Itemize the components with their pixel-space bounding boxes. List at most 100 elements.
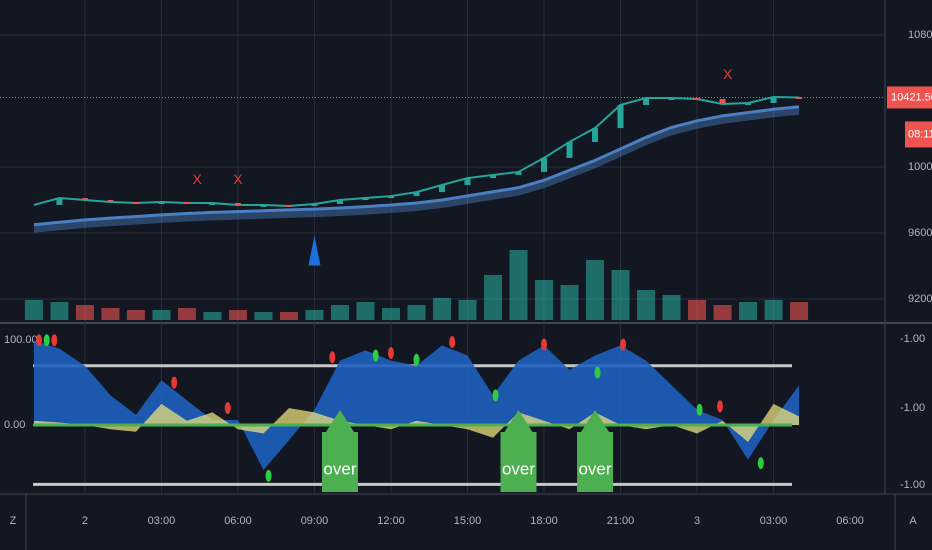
candle: [183, 202, 190, 205]
candle: [464, 178, 471, 186]
right-axis-label: -1.00: [900, 333, 925, 345]
signal-x: X: [233, 171, 243, 187]
over-label: over: [578, 459, 611, 478]
signal-x: X: [192, 171, 202, 187]
signal-dot: [620, 338, 627, 351]
x-tick-label: 06:00: [836, 515, 864, 527]
candle: [260, 204, 267, 207]
candle: [438, 185, 445, 193]
over-label: over: [502, 459, 535, 478]
over-callout: [500, 410, 537, 492]
volume-bar: [152, 310, 171, 320]
signal-dot: [171, 376, 178, 389]
y-tick-label: 9200.00: [908, 293, 932, 305]
volume-bar: [483, 275, 502, 320]
volume-bar: [305, 310, 324, 320]
candle: [515, 171, 522, 175]
candle: [209, 202, 216, 205]
volume-bar: [432, 298, 451, 320]
candle: [796, 97, 803, 100]
x-tick-label: 03:00: [760, 515, 788, 527]
right-button[interactable]: A: [909, 515, 917, 527]
left-button[interactable]: Z: [10, 515, 17, 527]
volume-bar: [458, 300, 477, 320]
signal-dot: [594, 366, 601, 379]
signal-dot: [372, 349, 379, 362]
volume-bar: [560, 285, 579, 320]
volume-bar: [228, 310, 247, 320]
countdown-tag: [905, 121, 932, 148]
x-tick-label: 15:00: [454, 515, 482, 527]
candle: [489, 174, 496, 179]
volume-bar: [586, 260, 605, 320]
candle: [107, 200, 114, 203]
last-price-label: 10421.50: [891, 91, 932, 103]
over-label: over: [323, 459, 356, 478]
signal-dot: [265, 469, 272, 482]
candle: [362, 198, 369, 201]
volume-bar: [662, 295, 681, 320]
candle: [541, 157, 548, 172]
volume-bar: [764, 300, 783, 320]
signal-dot: [696, 403, 703, 416]
candle: [285, 204, 292, 207]
yellow-area: [33, 403, 800, 442]
volume-bar: [407, 305, 426, 320]
x-tick-label: 3: [694, 515, 700, 527]
signal-dot: [449, 335, 456, 348]
volume-bar: [739, 302, 758, 320]
volume-bar: [713, 305, 732, 320]
x-tick-label: 18:00: [530, 515, 558, 527]
x-tick-label: 21:00: [607, 515, 635, 527]
volume-bar: [126, 310, 145, 320]
candle: [81, 198, 88, 201]
signal-x: X: [723, 66, 733, 82]
volume-bar: [177, 308, 196, 320]
candle: [132, 202, 139, 205]
x-tick-label: 03:00: [148, 515, 176, 527]
volume-bar: [790, 302, 809, 320]
candle: [745, 102, 752, 105]
candle: [694, 98, 701, 101]
y-tick-label: 10800.00: [908, 29, 932, 41]
over-callout: [577, 410, 614, 492]
signal-dot: [757, 457, 764, 470]
right-axis-label: -1.00: [900, 402, 925, 414]
volume-bar: [509, 250, 528, 320]
y-tick-label: 100.00: [4, 334, 38, 346]
volume-bar: [254, 312, 273, 320]
candle: [592, 128, 599, 142]
signal-dot: [492, 389, 499, 402]
signal-dot: [51, 334, 58, 347]
volume-bar: [535, 280, 554, 320]
volume-bar: [381, 308, 400, 320]
right-axis-label: -1.00: [900, 479, 925, 491]
candle: [56, 198, 63, 205]
x-tick-label: 2: [82, 515, 88, 527]
volume-bar: [101, 308, 120, 320]
y-tick-label: 9600.00: [908, 227, 932, 239]
volume-bar: [24, 300, 43, 320]
signal-dot: [36, 334, 43, 347]
volume-bar: [330, 305, 349, 320]
ma-line: [33, 105, 800, 227]
x-tick-label: 06:00: [224, 515, 252, 527]
candle: [668, 98, 675, 101]
candle: [643, 98, 650, 105]
x-tick-label: 12:00: [377, 515, 405, 527]
y-tick-label: 0.00: [4, 419, 25, 431]
signal-dot: [329, 351, 336, 364]
candle: [387, 196, 394, 199]
candle: [234, 202, 241, 205]
candle: [770, 97, 777, 103]
volume-bar: [688, 300, 707, 320]
volume-bar: [50, 302, 69, 320]
candle: [158, 202, 165, 205]
candle: [311, 203, 318, 206]
signal-dot: [224, 402, 231, 415]
volume-bar: [203, 312, 222, 320]
signal-dot: [387, 346, 394, 359]
volume-bar: [356, 302, 375, 320]
